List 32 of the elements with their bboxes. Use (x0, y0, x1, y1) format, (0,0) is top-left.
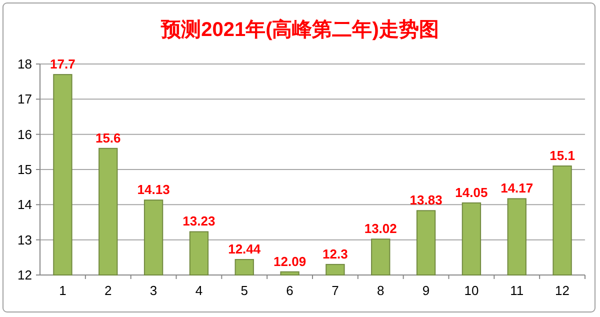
data-label: 12.44 (228, 242, 262, 257)
data-label: 14.17 (500, 180, 534, 196)
data-label: 15.1 (550, 148, 575, 163)
x-tick-label: 1 (59, 283, 66, 298)
y-tick-label: 13 (18, 232, 32, 248)
y-tick-label: 14 (18, 197, 32, 212)
x-tick-label: 3 (150, 283, 158, 298)
x-tick-label: 11 (510, 283, 524, 298)
data-label: 13.02 (364, 221, 397, 236)
x-tick-label: 6 (286, 283, 294, 298)
x-tick-label: 9 (422, 283, 430, 298)
x-tick-label: 2 (104, 283, 112, 298)
data-label: 12.09 (274, 254, 306, 269)
data-label: 13.23 (182, 214, 216, 229)
y-tick-label: 16 (18, 126, 32, 142)
y-tick-label: 12 (18, 268, 32, 282)
data-label: 14.05 (455, 184, 488, 200)
title: 预测2021年(高峰第二年)走势图 (161, 19, 439, 41)
data-label: 12.3 (322, 246, 348, 262)
data-label: 17.7 (50, 56, 76, 72)
y-tick-label: 15 (18, 162, 32, 177)
y-tick-label: 18 (18, 56, 32, 72)
x-tick-label: 8 (377, 283, 384, 298)
data-label: 13.83 (410, 192, 442, 208)
x-tick-label: 10 (464, 283, 479, 298)
data-label: 14.13 (137, 182, 170, 198)
x-tick-label: 12 (555, 283, 570, 298)
x-tick-label: 7 (332, 283, 339, 298)
data-label: 15.6 (95, 130, 121, 146)
x-tick-label: 4 (195, 283, 203, 298)
x-tick-label: 5 (240, 283, 248, 298)
y-tick-label: 17 (18, 92, 32, 107)
